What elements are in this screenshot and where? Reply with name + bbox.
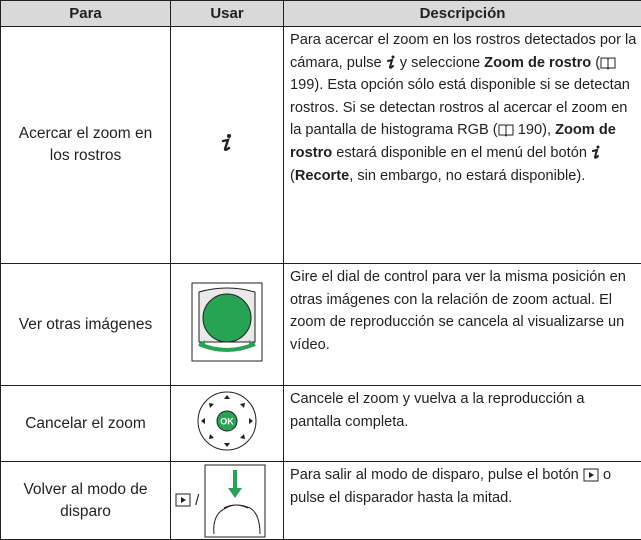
text: ( [595,54,601,71]
text: y seleccione [399,54,481,71]
para-cell: Ver otras imágenes [0,263,171,386]
text: 199). Esta opción sólo está disponible s… [290,77,630,139]
i-icon [592,145,600,159]
bold-text: Zoom de rostro [290,122,616,161]
shutter-image [204,464,266,537]
header-cell: Descripción [283,0,641,27]
usar-cell: OK [170,385,284,462]
book-icon [600,57,616,70]
description-cell: Gire el dial de control para ver la mism… [283,263,641,386]
text: , sin embargo, no estará disponible). [349,167,586,184]
multi-selector-image: OK [197,391,257,451]
description-cell: Para acercar el zoom en los rostros dete… [283,26,641,264]
para-cell: Volver al modo de disparo [0,461,171,540]
text: ( [290,167,295,184]
book-icon [498,124,514,138]
play-button-icon [175,493,191,507]
text: Gire el dial de control para ver la mism… [290,269,626,353]
text: 190), [517,122,551,139]
dial-image [191,282,263,362]
text: Cancele el zoom y vuelva a la reproducci… [290,391,585,430]
play-icon [583,468,599,482]
row: Cancelar el zoom OK Cancele el zoom y vu… [0,385,641,462]
text: Para acercar el zoom en los rostros dete… [290,32,637,71]
header-cell: Usar [170,0,284,27]
header-row: Para Usar Descripción [0,0,641,27]
para-cell: Cancelar el zoom [0,385,171,462]
separator: / [195,491,200,509]
usar-cell: / [170,461,284,540]
row: Acercar el zoom en los rostros Para acer… [0,26,641,264]
row: Volver al modo de disparo / Para salir a… [0,461,641,540]
bold-text: Recorte [294,167,350,184]
description-cell: Cancele el zoom y vuelva a la reproducci… [283,385,641,462]
description-cell: Para salir al modo de disparo, pulse el … [283,461,641,540]
row: Ver otras imágenes Gire el dial de contr… [0,263,641,386]
bold-text: Zoom de rostro [484,54,592,71]
i-icon [386,55,395,69]
text: o pulse el disparador hasta la mitad. [290,467,612,506]
header-cell: Para [0,0,171,27]
para-cell: Acercar el zoom en los rostros [0,26,171,264]
i-button-icon [221,133,231,151]
text: Para salir al modo de disparo, pulse el … [290,467,579,483]
ok-label: OK [220,417,234,427]
text: estará disponible en el menú del botón [336,144,587,161]
usar-cell [170,26,284,264]
usar-cell [170,263,284,386]
